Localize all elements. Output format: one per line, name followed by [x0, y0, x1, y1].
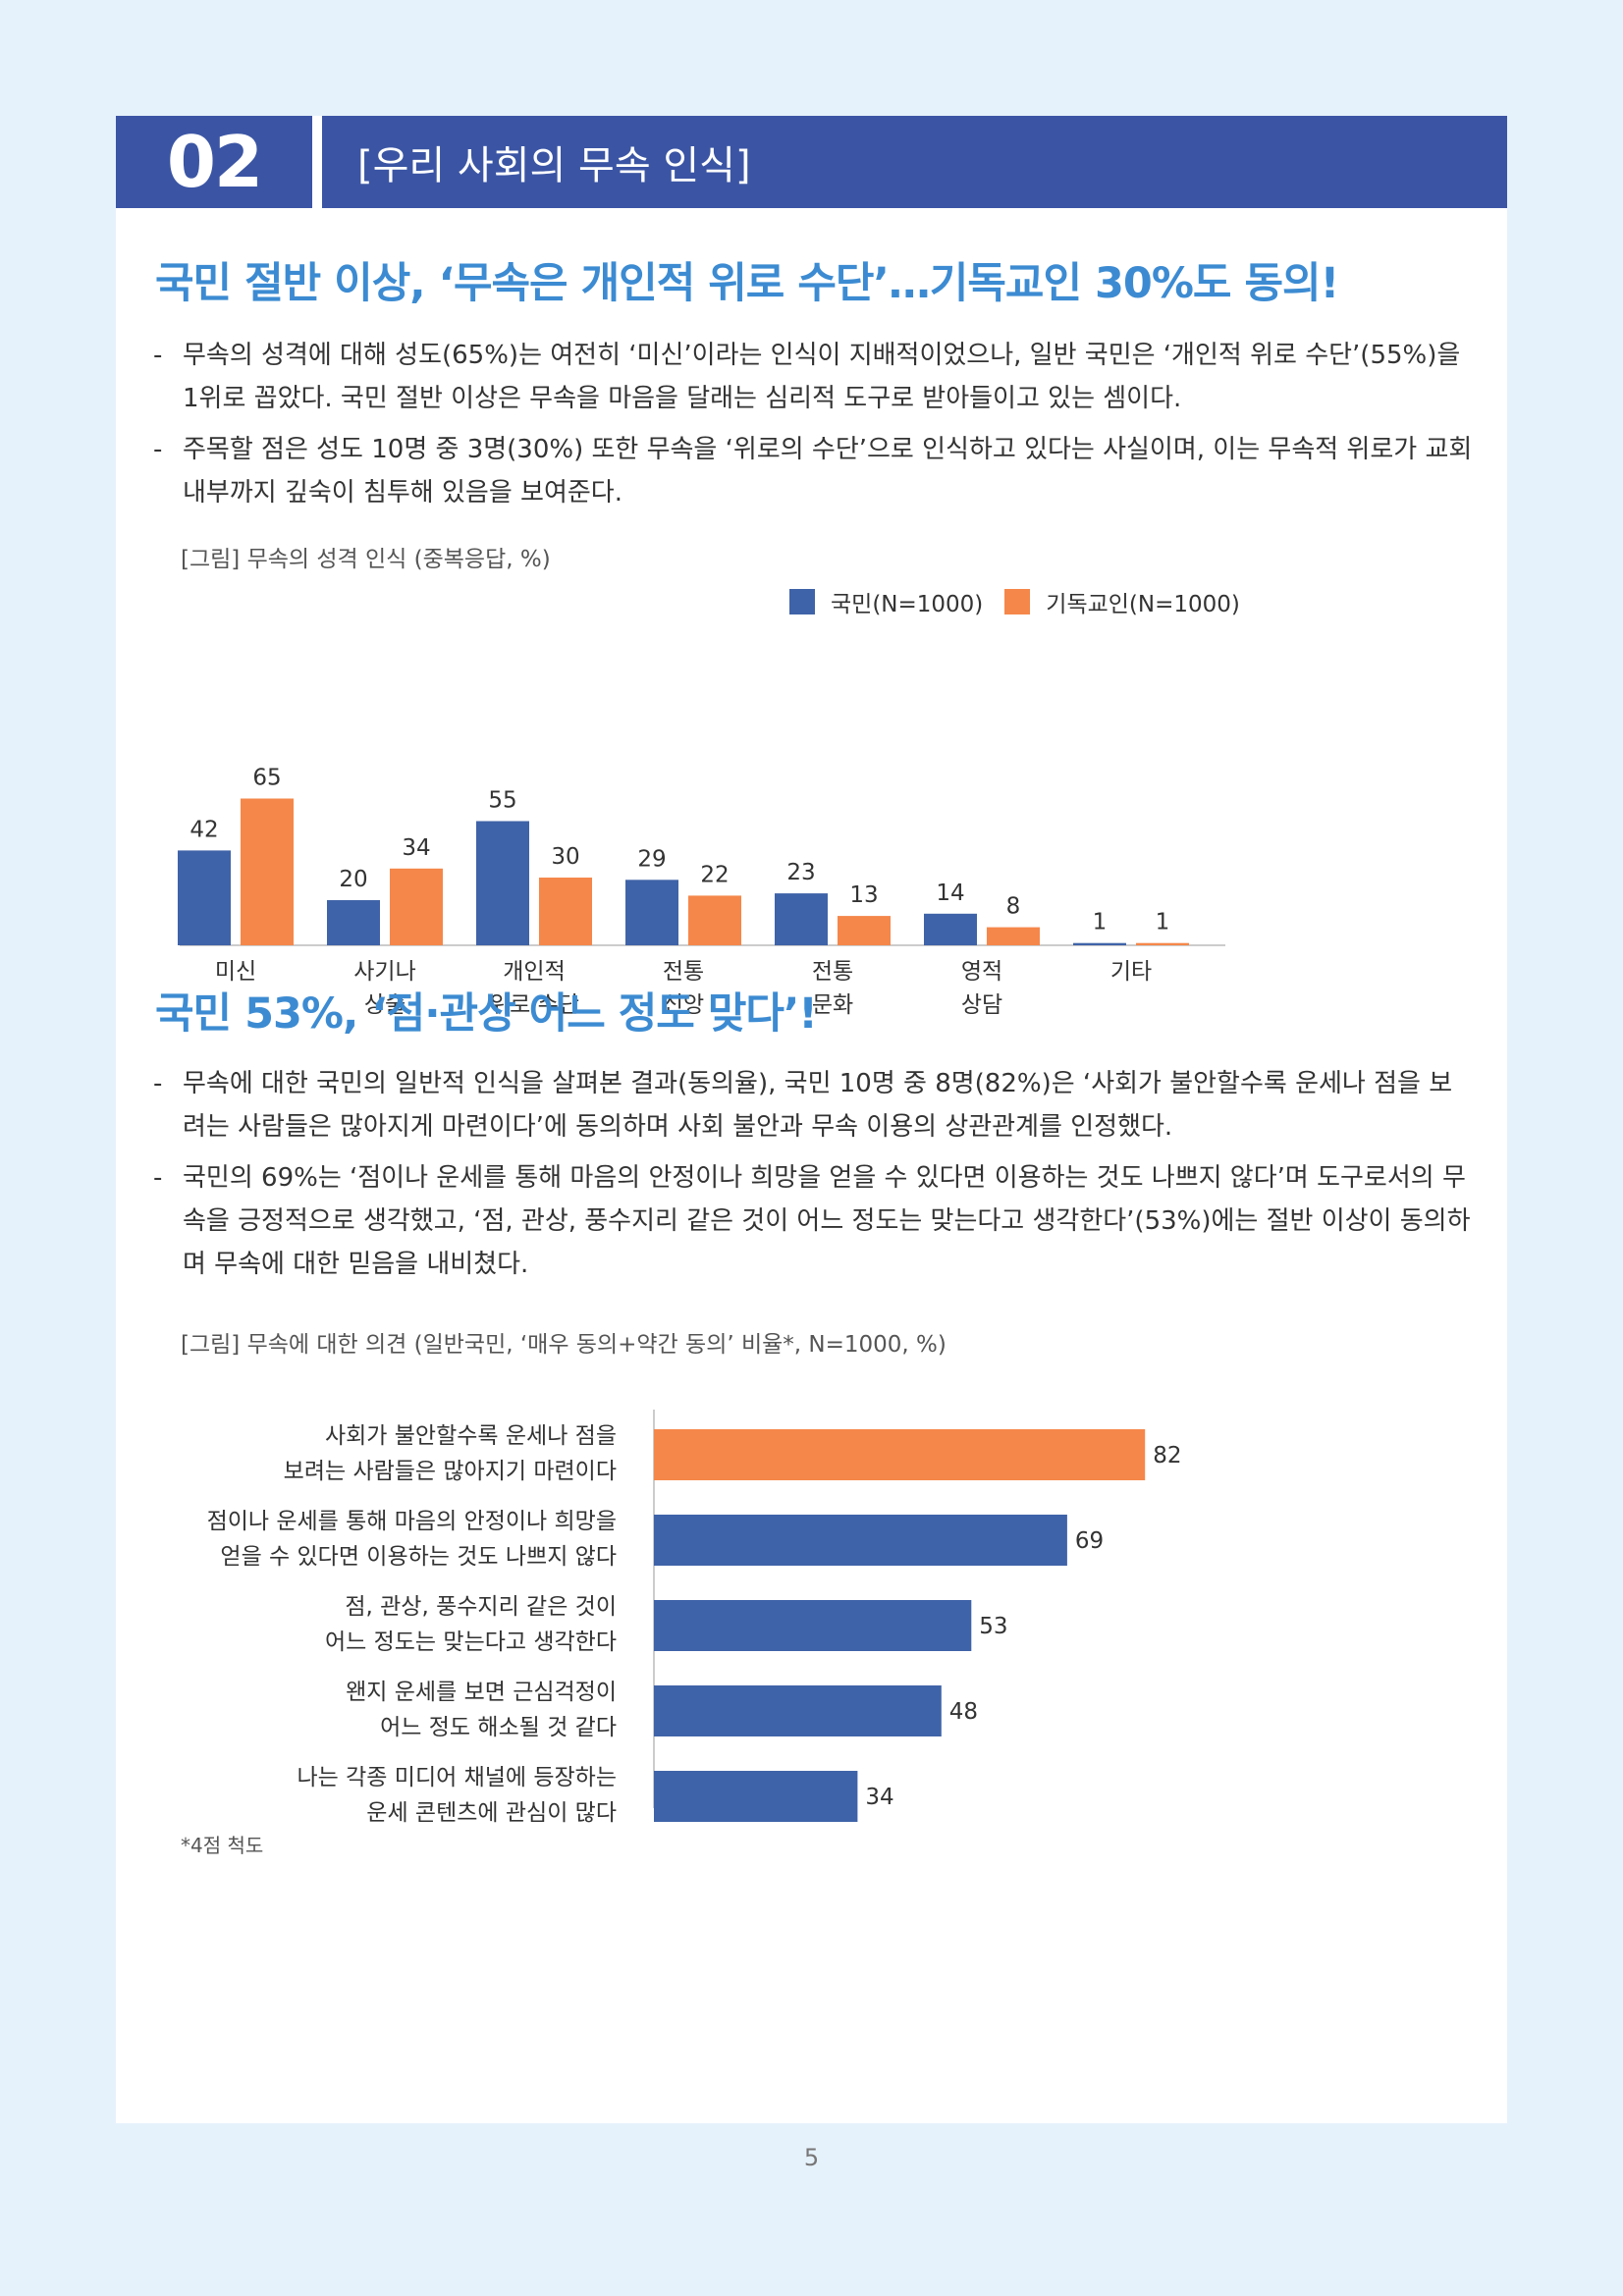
chart1-data-label: 65	[252, 766, 281, 791]
chart1-data-label: 8	[1006, 894, 1021, 920]
chart2-bar-4	[654, 1771, 858, 1822]
legend-label-public: 국민(N=1000)	[831, 592, 984, 617]
chart2-category-label: 나는 각종 미디어 채널에 등장하는	[298, 1765, 617, 1790]
chart1-category-label: 전통	[663, 959, 704, 985]
legend-item-public: 국민(N=1000)	[789, 585, 983, 618]
section2-title: 국민 53%, ‘점·관상 어느 정도 맞다’!	[155, 989, 818, 1039]
section1-bullet-1: 무속의 성격에 대해 성도(65%)는 여전히 ‘미신’이라는 인식이 지배적이…	[153, 334, 1474, 420]
chart1-category-label: 사기나	[353, 959, 415, 985]
chart2-bar-2	[654, 1600, 972, 1651]
section-number: 02	[116, 116, 312, 208]
chart1-category-label: 미신	[215, 959, 256, 985]
chart2-category-label: 얻을 수 있다면 이용하는 것도 나쁘지 않다	[220, 1544, 617, 1570]
chart2-data-label: 69	[1075, 1528, 1104, 1554]
section-header-title: [우리 사회의 무속 인식]	[322, 116, 1507, 208]
chart1-bar-public-6	[1073, 942, 1126, 945]
chart1-category-label: 기타	[1110, 959, 1152, 985]
chart2-category-label: 어느 정도는 맞는다고 생각한다	[325, 1629, 617, 1655]
chart1-caption: [그림] 무속의 성격 인식 (중복응답, %)	[181, 547, 551, 572]
chart1-bar-christian-2	[539, 878, 592, 945]
chart2-footnote: *4점 척도	[181, 1834, 264, 1857]
section2-bullet-1: 무속에 대한 국민의 일반적 인식을 살펴본 결과(동의율), 국민 10명 중…	[153, 1062, 1474, 1148]
chart1-category-label: 신앙	[663, 992, 704, 1018]
chart1-data-label: 42	[189, 817, 218, 842]
chart1-bar-public-1	[327, 900, 380, 945]
legend-label-christian: 기독교인(N=1000)	[1046, 592, 1240, 617]
chart1-data-label: 1	[1093, 910, 1108, 935]
chart1-data-label: 34	[402, 835, 430, 861]
chart1-category-label: 문화	[812, 992, 853, 1018]
chart1-category-label: 개인적	[503, 959, 565, 985]
chart1-category-label: 상담	[961, 992, 1002, 1018]
chart2-data-label: 53	[979, 1614, 1007, 1639]
chart1-data-label: 29	[637, 846, 666, 872]
legend-swatch-public	[789, 589, 815, 614]
chart1-data-label: 55	[488, 788, 516, 814]
chart2-category-label: 왠지 운세를 보면 근심걱정이	[346, 1680, 617, 1705]
chart2-bar-0	[654, 1429, 1146, 1480]
chart2-bar-1	[654, 1515, 1067, 1566]
section1-title: 국민 절반 이상, ‘무속은 개인적 위로 수단’…기독교인 30%도 동의!	[155, 259, 1339, 308]
chart1-data-label: 23	[786, 860, 815, 885]
section1-bullet-2: 주목할 점은 성도 10명 중 3명(30%) 또한 무속을 ‘위로의 수단’으…	[153, 428, 1474, 514]
chart1-bar-public-4	[775, 893, 828, 945]
chart1-legend: 국민(N=1000) 기독교인(N=1000)	[789, 585, 1262, 618]
chart1-data-label: 20	[339, 867, 367, 892]
chart2-category-label: 점, 관상, 풍수지리 같은 것이	[345, 1594, 617, 1620]
chart1-bar-christian-6	[1136, 942, 1189, 945]
legend-item-christian: 기독교인(N=1000)	[1004, 585, 1240, 618]
chart2-data-label: 48	[949, 1699, 978, 1725]
chart1-bar-christian-1	[390, 868, 443, 945]
section2-bullets: 무속에 대한 국민의 일반적 인식을 살펴본 결과(동의율), 국민 10명 중…	[153, 1062, 1474, 1286]
chart1-bar-christian-4	[838, 916, 891, 945]
chart2-bar-3	[654, 1685, 942, 1736]
chart1-bar-christian-5	[987, 927, 1040, 945]
chart2-caption: [그림] 무속에 대한 의견 (일반국민, ‘매우 동의+약간 동의’ 비율*,…	[181, 1332, 947, 1358]
chart1-bar-christian-3	[688, 895, 741, 945]
chart2-data-label: 82	[1153, 1443, 1181, 1468]
chart2-category-label: 운세 콘텐츠에 관심이 많다	[366, 1800, 617, 1824]
chart1-bar-public-0	[178, 850, 231, 945]
chart2-data-label: 34	[865, 1785, 893, 1810]
legend-swatch-christian	[1004, 589, 1031, 614]
chart1-category-label: 영적	[961, 959, 1002, 985]
chart1-data-label: 30	[551, 844, 579, 870]
section2-bullet-2: 국민의 69%는 ‘점이나 운세를 통해 마음의 안정이나 희망을 얻을 수 있…	[153, 1156, 1474, 1286]
chart1-data-label: 14	[936, 881, 964, 906]
page-number: 5	[803, 2144, 820, 2171]
chart1-data-label: 22	[700, 862, 729, 887]
chart1-category-label: 전통	[812, 959, 853, 985]
chart1-bar-public-3	[625, 880, 678, 945]
chart2-category-label: 보려는 사람들은 많아지기 마련이다	[284, 1459, 617, 1484]
chart1-bar-public-2	[476, 821, 529, 945]
chart1-bar-public-5	[924, 913, 977, 945]
chart1-category-label: 상술	[364, 992, 406, 1018]
chart2-category-label: 점이나 운세를 통해 마음의 안정이나 희망을	[207, 1509, 617, 1534]
chart1-data-label: 13	[849, 882, 878, 908]
chart1-bar-christian-0	[241, 798, 294, 945]
report-page: 02 [우리 사회의 무속 인식] 국민 절반 이상, ‘무속은 개인적 위로 …	[116, 116, 1507, 2123]
chart1-category-label: 위로 수단	[489, 992, 579, 1018]
section1-bullets: 무속의 성격에 대해 성도(65%)는 여전히 ‘미신’이라는 인식이 지배적이…	[153, 334, 1474, 514]
chart2-category-label: 어느 정도 해소될 것 같다	[380, 1715, 617, 1740]
chart1-data-label: 1	[1156, 910, 1170, 935]
chart2-category-label: 사회가 불안할수록 운세나 점을	[325, 1423, 617, 1449]
